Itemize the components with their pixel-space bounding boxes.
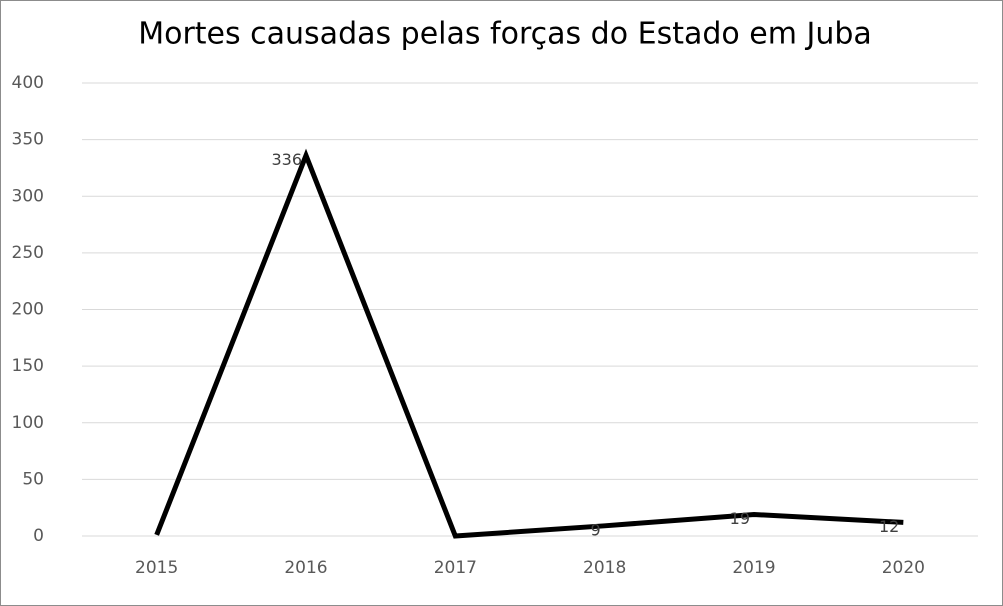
chart-title: Mortes causadas pelas forças do Estado e… (138, 17, 872, 52)
data-line (154, 148, 904, 539)
y-tick-label: 250 (12, 243, 44, 263)
y-tick-label: 0 (33, 526, 44, 546)
data-label: 19 (730, 509, 750, 528)
x-tick-label: 2017 (434, 558, 477, 578)
y-tick-label: 100 (12, 413, 44, 433)
y-tick-label: 400 (12, 73, 44, 93)
x-tick-label: 2016 (284, 558, 327, 578)
data-label: 12 (879, 517, 899, 536)
x-tick-label: 2020 (882, 558, 925, 578)
x-tick-label: 2019 (732, 558, 775, 578)
x-tick-label: 2015 (135, 558, 178, 578)
y-tick-label: 300 (12, 186, 44, 206)
y-tick-label: 350 (12, 130, 44, 150)
y-tick-label: 200 (12, 300, 44, 320)
y-tick-label: 50 (22, 469, 44, 489)
y-tick-label: 150 (12, 356, 44, 376)
data-label: 336 (271, 150, 302, 169)
data-label: 9 (590, 520, 600, 539)
x-tick-label: 2018 (583, 558, 626, 578)
